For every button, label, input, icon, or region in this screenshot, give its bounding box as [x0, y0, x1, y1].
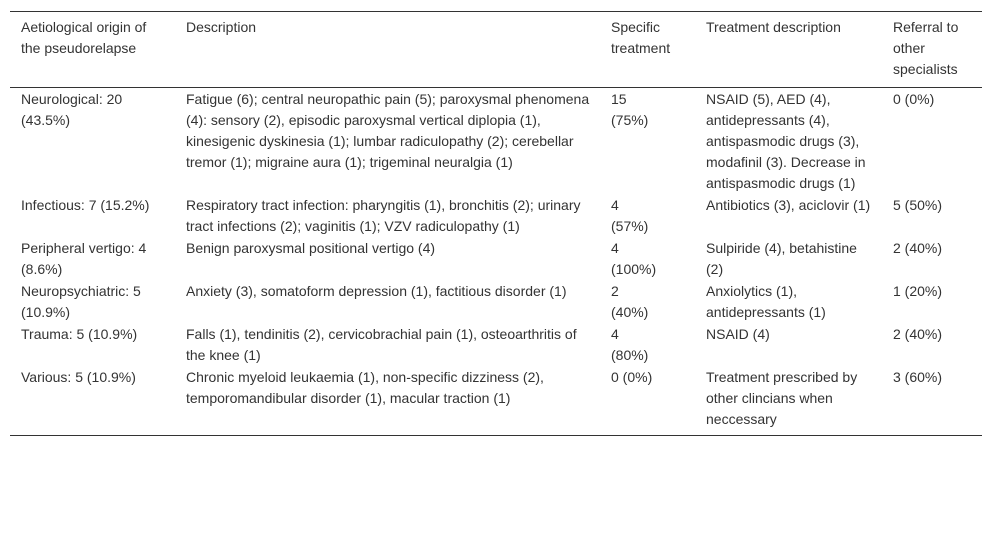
table-cell: Benign paroxysmal positional vertigo (4) [186, 240, 436, 256]
table-row: Trauma: 5 (10.9%) Falls (1), tendinitis (… [10, 323, 982, 366]
table-body: Neurological: 20 (43.5%) Fatigue (6); cen… [10, 88, 982, 436]
header-row: Aetiological origin of the pseudorelapse… [10, 11, 982, 88]
table-row: Various: 5 (10.9%) Chronic myeloid leukae… [10, 366, 982, 436]
table-cell: Respiratory tract infection: pharyngitis… [186, 197, 581, 234]
table-cell: 4 (100%) [611, 240, 657, 277]
table-cell: Treatment prescribed by other clincians … [706, 369, 858, 427]
table-cell: Neurological: 20 (43.5%) [21, 91, 123, 128]
header-cell: Referral to other specialists [893, 19, 959, 77]
table-cell: Sulpiride (4), betahistine (2) [706, 240, 857, 277]
table-cell: NSAID (5), AED (4), antidepressants (4),… [706, 91, 866, 191]
table-cell: 0 (0%) [611, 369, 653, 385]
table-cell: Chronic myeloid leukaemia (1), non-speci… [186, 369, 544, 406]
table-row: Infectious: 7 (15.2%) Respiratory tract i… [10, 194, 982, 237]
header-cell: Aetiological origin of the pseudorelapse [21, 19, 147, 56]
table-cell: Neuropsychiatric: 5 (10.9%) [21, 283, 141, 320]
table-row: Peripheral vertigo: 4 (8.6%) Benign parox… [10, 237, 982, 280]
table-cell: Antibiotics (3), aciclovir (1) [706, 197, 871, 213]
table-cell: Infectious: 7 (15.2%) [21, 197, 150, 213]
table-cell: 5 (50%) [893, 197, 943, 213]
table-row: Neurological: 20 (43.5%) Fatigue (6); cen… [10, 88, 982, 195]
table-header: Aetiological origin of the pseudorelapse… [10, 11, 982, 88]
table-cell: Falls (1), tendinitis (2), cervicobrachi… [186, 326, 577, 363]
table-cell: Anxiety (3), somatoform depression (1), … [186, 283, 567, 299]
table-cell: 2 (40%) [893, 326, 943, 342]
header-cell: Treatment description [706, 19, 841, 35]
data-table: Aetiological origin of the pseudorelapse… [10, 11, 982, 436]
table-cell: 0 (0%) [893, 91, 935, 107]
table-cell: 4 (80%) [611, 326, 649, 363]
table-cell: 3 (60%) [893, 369, 943, 385]
table-cell: 2 (40%) [611, 283, 649, 320]
header-cell: Description [186, 19, 257, 35]
table-cell: Trauma: 5 (10.9%) [21, 326, 138, 342]
table-cell: Anxiolytics (1), antidepressants (1) [706, 283, 826, 320]
table-cell: 4 (57%) [611, 197, 649, 234]
table-row: Neuropsychiatric: 5 (10.9%) Anxiety (3), … [10, 280, 982, 323]
table-cell: Peripheral vertigo: 4 (8.6%) [21, 240, 147, 277]
table-cell: NSAID (4) [706, 326, 770, 342]
table-cell: 2 (40%) [893, 240, 943, 256]
table-cell: Fatigue (6); central neuropathic pain (5… [186, 91, 590, 170]
table-cell: 15 (75%) [611, 91, 649, 128]
table-cell: Various: 5 (10.9%) [21, 369, 136, 385]
header-cell: Specific treatment [611, 19, 671, 56]
table-cell: 1 (20%) [893, 283, 943, 299]
